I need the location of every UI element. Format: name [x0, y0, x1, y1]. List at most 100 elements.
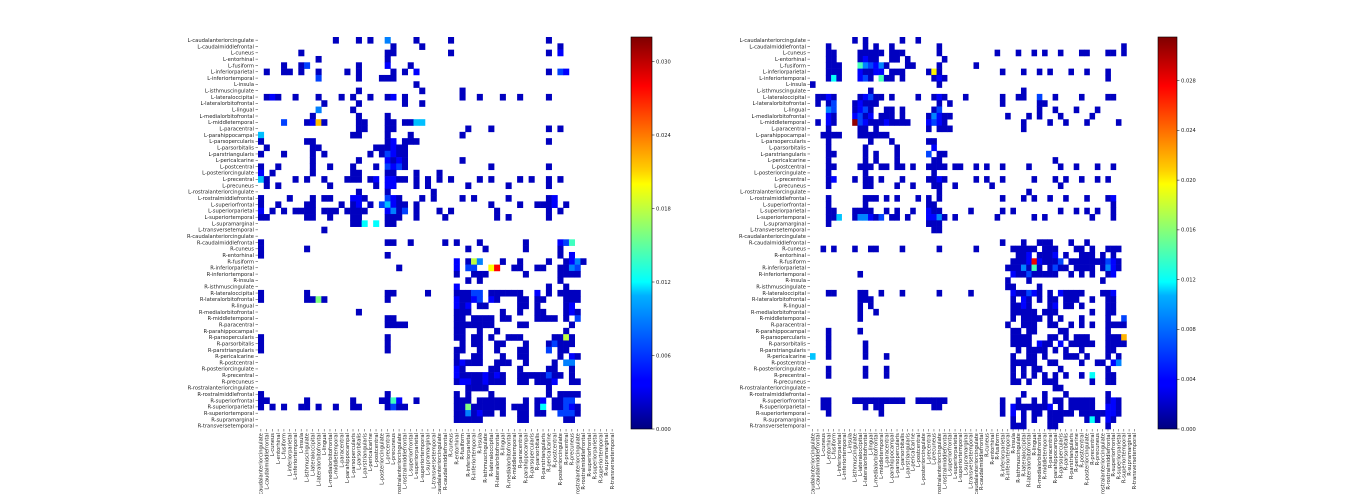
column-tick-label: R-superiortemporal [598, 433, 604, 483]
heatmap-cell [545, 125, 552, 133]
heatmap-cell [465, 264, 472, 272]
heatmap-cell [1105, 416, 1111, 423]
row-tick-label: R-lateralorbitofrontal [752, 297, 806, 303]
heatmap-cell [1115, 359, 1122, 367]
heatmap-cell [459, 372, 466, 379]
heatmap-cell [852, 106, 858, 114]
row-tick-label: R-rostralanteriorcingulate [740, 386, 806, 392]
heatmap-cell [926, 207, 932, 215]
column-tick-label: R-precentral [1090, 433, 1096, 465]
heatmap-cell [868, 74, 874, 82]
row-tick-label: L-superiorparietal [208, 209, 254, 215]
heatmap-cell [551, 359, 558, 367]
heatmap-cell [926, 150, 932, 158]
heatmap-cell [517, 302, 524, 310]
heatmap-cell [1110, 403, 1117, 411]
heatmap-cell [1031, 372, 1038, 379]
heatmap-cell [563, 397, 570, 405]
heatmap-cell [899, 106, 906, 114]
heatmap-cell [931, 163, 937, 171]
column-tick-label: L-parstriangularis [362, 433, 368, 479]
row-tick-label: R-lateraloccipital [762, 291, 806, 297]
heatmap-cell [1042, 340, 1048, 348]
heatmap-cell [258, 239, 265, 246]
heatmap-cell [1047, 340, 1053, 348]
heatmap-cell [534, 264, 541, 272]
heatmap-cell [557, 270, 564, 278]
heatmap-cell [499, 353, 506, 360]
heatmap-cell [1052, 176, 1059, 183]
heatmap-cell [384, 321, 391, 329]
row-tick-label: L-parsopercularis [761, 139, 806, 145]
heatmap-cell [1078, 372, 1085, 379]
heatmap-cell [315, 93, 322, 101]
heatmap-cell [999, 397, 1006, 405]
heatmap-cell [390, 43, 397, 50]
column-tick-label: L-paracentral [884, 433, 890, 468]
heatmap-cell [1026, 163, 1032, 171]
heatmap-cell [545, 258, 552, 265]
column-tick-label: L-superiorfrontal [408, 433, 414, 476]
heatmap-cell [258, 403, 265, 411]
row-tick-label: R-fusiform [227, 259, 254, 265]
heatmap-cell [453, 289, 460, 297]
heatmap-cell [1015, 346, 1022, 354]
heatmap-cell [534, 410, 541, 417]
heatmap-cells [258, 37, 587, 423]
heatmap-cell [883, 119, 890, 126]
heatmap-cell [1052, 321, 1059, 329]
heatmap-cell [873, 157, 879, 164]
column-tick-label: R-caudalmiddlefrontal [443, 433, 449, 490]
heatmap-cell [534, 372, 541, 379]
heatmap-cell [1063, 251, 1069, 259]
heatmap-cell [1089, 270, 1096, 278]
heatmap-cell [563, 359, 570, 367]
heatmap-cell [557, 251, 564, 259]
heatmap-cell [332, 207, 339, 215]
heatmap-cell [947, 100, 953, 107]
heatmap-cell [931, 93, 937, 101]
heatmap-cell [574, 391, 581, 398]
heatmap-cell [1031, 270, 1038, 278]
heatmap-cell [825, 346, 832, 354]
heatmap-cell [517, 346, 524, 354]
heatmap-cell [862, 296, 869, 303]
heatmap-cell [505, 334, 512, 341]
heatmap-cell [482, 302, 489, 310]
heatmap-cell [1073, 264, 1080, 272]
heatmap-cell [563, 68, 570, 76]
heatmap-cell [494, 296, 501, 303]
heatmap-cell [1073, 334, 1080, 341]
heatmap-cell [831, 93, 837, 101]
row-tick-label: R-caudalanteriorcingulate [739, 234, 806, 240]
heatmap-cell [568, 372, 575, 379]
heatmap-cell [1105, 296, 1111, 303]
heatmap-cell [545, 163, 552, 171]
heatmap-cell [574, 403, 581, 411]
heatmap-cell [1105, 334, 1111, 341]
heatmap-cell [941, 55, 948, 63]
heatmap-cell [396, 207, 403, 215]
row-tick-label: L-inferiortemporal [759, 76, 806, 82]
row-tick-label: L-superiorfrontal [211, 202, 254, 208]
row-tick-label: L-entorhinal [775, 57, 806, 63]
heatmap-cell [825, 327, 832, 335]
heatmap-cell [825, 410, 832, 417]
heatmap-cell [868, 302, 874, 310]
column-tick-label: L-postcentral [916, 433, 922, 467]
heatmap-cell [309, 163, 316, 171]
heatmap-cell [1052, 422, 1059, 430]
heatmap-cell [505, 182, 512, 190]
heatmap-cell [1031, 308, 1038, 316]
heatmap-cell [540, 315, 547, 322]
heatmap-cell [453, 239, 460, 246]
column-tick-label: R-caudalmiddlefrontal [979, 433, 985, 490]
heatmap-cell [545, 315, 552, 322]
heatmap-cell [286, 195, 293, 202]
heatmap-cell [390, 144, 397, 152]
heatmap-cell [534, 378, 541, 386]
column-tick-labels: L-caudalanteriorcingulate L-caudalmiddlef… [259, 429, 616, 494]
row-tick-label: R-insula [233, 278, 254, 284]
heatmap-cell [448, 49, 455, 57]
heatmap-cell [931, 201, 937, 209]
